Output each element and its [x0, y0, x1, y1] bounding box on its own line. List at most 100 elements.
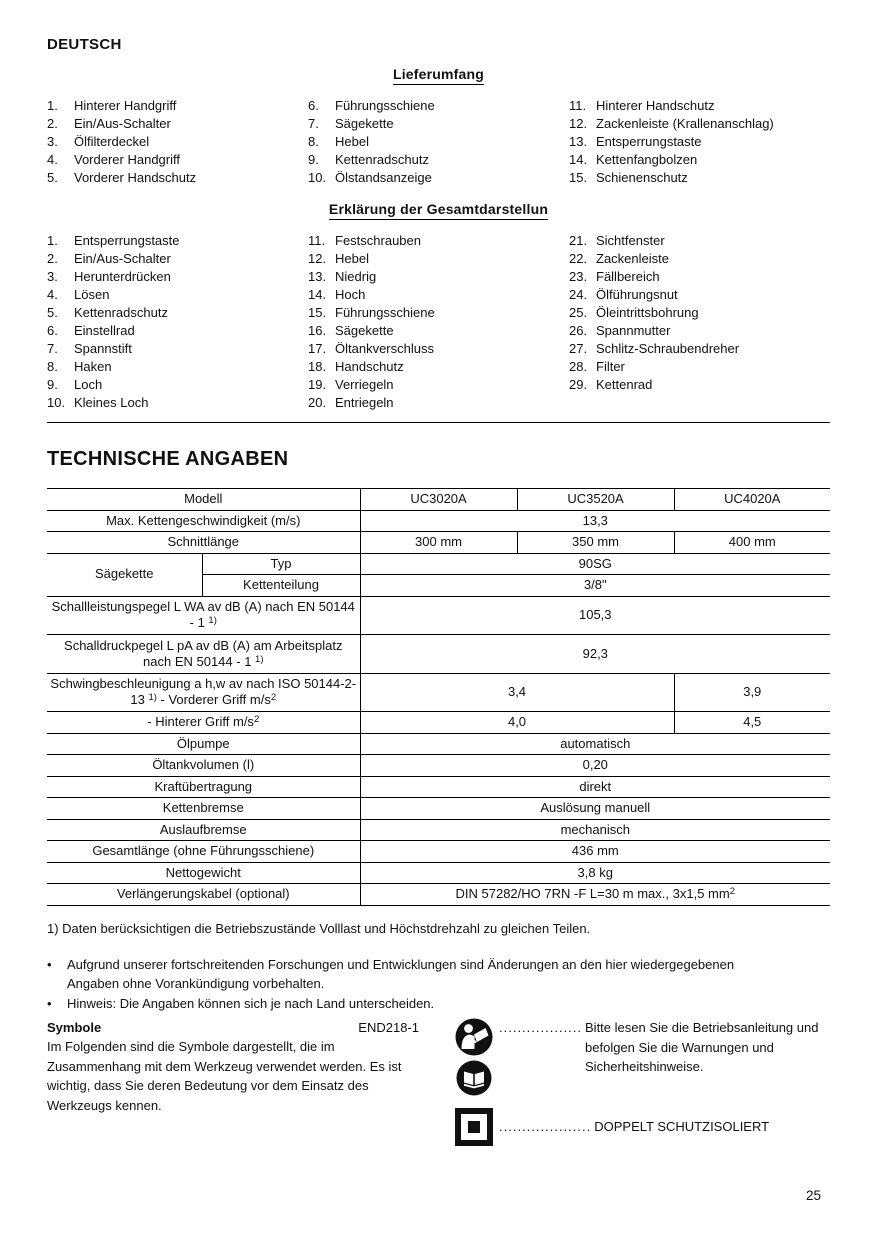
list-item-number: 10. — [308, 170, 327, 185]
list-column: 21. Sichtfenster 22. Zackenleiste 23. Fällber… — [569, 232, 829, 412]
list-column: 6. Führungsschiene 7. Sägekette 8. Hebel 9. Ket… — [308, 97, 569, 187]
list-item-label: Kettenfangbolzen — [596, 152, 698, 167]
list-item-number: 12. — [569, 116, 588, 131]
section-lieferumfang-header: Lieferumfang — [47, 66, 830, 85]
list-item-number: 15. — [569, 170, 588, 185]
spec-cell: Auslösung manuell — [359, 797, 831, 820]
spec-row: Schallleistungspegel L WA av dB (A) nach… — [47, 595, 831, 635]
spec-row: Max. Kettengeschwindigkeit (m/s) 13,3 — [47, 509, 831, 532]
list-item-number: 21. — [569, 233, 588, 248]
list-item-number: 3. — [47, 269, 58, 284]
list-item-label: Öleintrittsbohrung — [596, 305, 699, 320]
spec-row: Ölpumpe automatisch — [47, 732, 831, 755]
note-item: • Hinweis: Die Angaben können sich je nac… — [47, 994, 767, 1014]
list-item-number: 12. — [308, 251, 327, 266]
list-item-label: Hinterer Handgriff — [74, 98, 177, 113]
list-item-label: Ein/Aus-Schalter — [74, 116, 171, 131]
list-item-number: 10. — [47, 395, 66, 410]
spec-cell: Schalldruckpegel L pA av dB (A) am Arbei… — [47, 634, 361, 674]
list-item-number: 17. — [308, 341, 327, 356]
spec-cell: 3,9 — [673, 672, 831, 712]
symbols-title-row: Symbole END218-1 — [47, 1018, 419, 1037]
list-item-number: 2. — [47, 251, 58, 266]
symbol-description: DOPPELT SCHUTZISOLIERT — [594, 1119, 770, 1135]
symbols-left-column: Symbole END218-1 Im Folgenden sind die S… — [47, 1018, 419, 1146]
read-manual-icon — [455, 1018, 493, 1056]
spec-row: Auslaufbremse mechanisch — [47, 818, 831, 841]
list-item-number: 15. — [308, 305, 327, 320]
list-item: 13. Niedrig — [308, 268, 569, 286]
list-item: 19. Verriegeln — [308, 376, 569, 394]
spec-cell: 0,20 — [359, 754, 831, 777]
superscript: 1) — [208, 615, 217, 627]
list-item: 12. Hebel — [308, 250, 569, 268]
spec-row: Verlängerungskabel (optional) DIN 57282/H… — [47, 883, 831, 906]
list-item: 11. Hinterer Handschutz — [569, 97, 829, 115]
list-item-label: Entriegeln — [335, 395, 394, 410]
list-item: 10. Kleines Loch — [47, 394, 308, 412]
spec-cell: 92,3 — [359, 634, 831, 674]
list-item-label: Spannmutter — [596, 323, 671, 338]
list-item: 23. Fällbereich — [569, 268, 829, 286]
list-item: 7. Spannstift — [47, 340, 308, 358]
list-item: 9. Loch — [47, 376, 308, 394]
erklaerung-title: Erklärung der Gesamtdarstellun — [328, 201, 549, 220]
spec-cell: UC4020A — [673, 488, 831, 511]
symbols-code: END218-1 — [358, 1020, 419, 1035]
section-divider — [47, 422, 830, 423]
list-item-label: Ölführungsnut — [596, 287, 678, 302]
spec-table: Modell UC3020A UC3520A UC4020A Max. Kettenge… — [47, 488, 831, 906]
list-item: 15. Führungsschiene — [308, 304, 569, 322]
spec-cell: - Hinterer Griff m/s2 — [47, 711, 361, 734]
spec-cell: Sägekette — [47, 552, 203, 597]
list-item-label: Hebel — [335, 134, 369, 149]
list-item: 1. Hinterer Handgriff — [47, 97, 308, 115]
list-item-number: 24. — [569, 287, 588, 302]
list-item: 8. Hebel — [308, 133, 569, 151]
list-item-label: Ölfilterdeckel — [74, 134, 150, 149]
symbols-right-column: .................. Bitte lesen Sie die B… — [455, 1018, 830, 1146]
list-item: 12. Zackenleiste (Krallenanschlag) — [569, 115, 829, 133]
spec-row: - Hinterer Griff m/s2 4,0 4,5 — [47, 711, 831, 734]
spec-row: Öltankvolumen (l) 0,20 — [47, 754, 831, 777]
superscript: 2 — [270, 692, 277, 704]
list-item-label: Hoch — [335, 287, 366, 302]
spec-row: Schalldruckpegel L pA av dB (A) am Arbei… — [47, 634, 831, 674]
list-item-number: 6. — [308, 98, 319, 113]
superscript: 2 — [253, 714, 260, 726]
list-item-number: 2. — [47, 116, 58, 131]
list-item-number: 14. — [569, 152, 588, 167]
lieferumfang-title: Lieferumfang — [392, 66, 485, 85]
list-column: 11. Festschrauben 12. Hebel 13. Niedrig 14. Hoc… — [308, 232, 569, 412]
list-item-number: 1. — [47, 233, 58, 248]
spec-row: Kettenbremse Auslösung manuell — [47, 797, 831, 820]
section-erklaerung-header: Erklärung der Gesamtdarstellun — [47, 201, 830, 220]
note-item: • Aufgrund unserer fortschreitenden Forsc… — [47, 955, 767, 994]
list-item-label: Sägekette — [335, 116, 394, 131]
spec-cell: 4,0 — [359, 711, 675, 734]
list-item: 4. Vorderer Handgriff — [47, 151, 308, 169]
double-insulation-icon — [455, 1108, 493, 1146]
symbol-icon-stack — [455, 1108, 493, 1146]
spec-cell: 400 mm — [673, 531, 831, 554]
spec-cell: Kraftübertragung — [47, 775, 361, 798]
list-item-number: 11. — [308, 233, 326, 248]
list-item: 28. Filter — [569, 358, 829, 376]
superscript: 2 — [729, 886, 735, 898]
list-item-number: 9. — [47, 377, 58, 392]
spec-cell: automatisch — [359, 732, 831, 755]
dotted-leader: .................... — [499, 1119, 592, 1135]
list-item: 14. Hoch — [308, 286, 569, 304]
list-item: 10. Ölstandsanzeige — [308, 169, 569, 187]
list-item-label: Ein/Aus-Schalter — [74, 251, 171, 266]
list-item: 6. Einstellrad — [47, 322, 308, 340]
list-item: 22. Zackenleiste — [569, 250, 829, 268]
page-number: 25 — [806, 1188, 822, 1203]
language-heading: DEUTSCH — [47, 36, 122, 53]
list-item-number: 5. — [47, 170, 58, 185]
list-item: 1. Entsperrungstaste — [47, 232, 308, 250]
list-item: 18. Handschutz — [308, 358, 569, 376]
list-item: 26. Spannmutter — [569, 322, 829, 340]
list-item-label: Einstellrad — [74, 323, 135, 338]
